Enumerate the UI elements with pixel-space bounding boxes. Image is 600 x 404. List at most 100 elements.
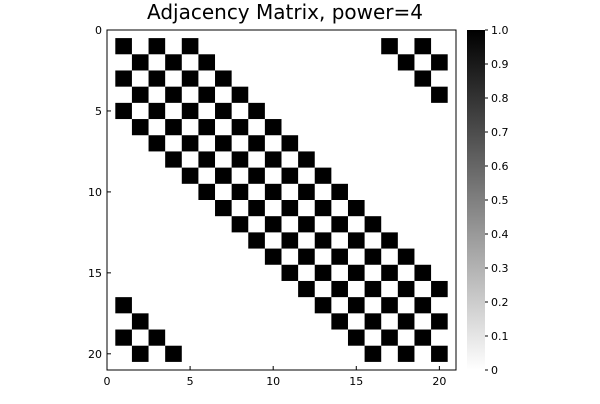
- matrix-cell: [165, 86, 182, 103]
- matrix-cell: [298, 280, 315, 298]
- x-axis: 0 5 10 15 20: [104, 366, 446, 388]
- matrix-cell: [198, 151, 216, 168]
- matrix-cell: [231, 119, 249, 136]
- matrix-cell: [397, 313, 415, 330]
- matrix-cell: [364, 248, 382, 265]
- matrix-cell: [215, 70, 232, 87]
- matrix-cell: [347, 264, 365, 281]
- matrix-cell: [115, 102, 132, 120]
- matrix-cell: [215, 200, 232, 217]
- matrix-cell: [431, 86, 448, 103]
- matrix-cell: [397, 54, 415, 71]
- matrix-cell: [115, 70, 132, 87]
- matrix-cell: [181, 70, 199, 87]
- y-axis: 0 5 10 15 20: [88, 24, 111, 361]
- matrix-cell: [281, 232, 299, 249]
- matrix-cell: [347, 232, 365, 249]
- matrix-cell: [331, 248, 348, 265]
- matrix-cell: [231, 216, 249, 233]
- matrix-cell: [281, 135, 299, 152]
- colorbar-gradient: [467, 30, 485, 370]
- matrix-cell: [248, 102, 265, 120]
- matrix-cell: [414, 38, 432, 55]
- matrix-cell: [248, 200, 265, 217]
- matrix-cell: [381, 329, 398, 346]
- matrix-cell: [181, 135, 199, 152]
- matrix-cell: [331, 280, 348, 298]
- matrix-cell: [148, 38, 166, 55]
- matrix-cell: [231, 86, 249, 103]
- colorbar-tick-label: 0.5: [491, 194, 509, 207]
- matrix-cell: [298, 151, 315, 168]
- y-tick-label: 10: [88, 186, 102, 199]
- matrix-cell: [215, 135, 232, 152]
- y-tick-label: 0: [95, 24, 102, 37]
- x-tick-label: 20: [432, 375, 446, 388]
- matrix-cell: [165, 151, 182, 168]
- matrix-cell: [248, 167, 265, 184]
- matrix-cell: [131, 54, 149, 71]
- matrix-cell: [314, 232, 332, 249]
- matrix-cell: [264, 216, 282, 233]
- matrix-cell: [431, 54, 448, 71]
- matrix-cell: [331, 313, 348, 330]
- matrix-cell: [115, 38, 132, 55]
- matrix-cell: [364, 280, 382, 298]
- matrix-cell: [298, 248, 315, 265]
- colorbar-tick-label: 0.1: [491, 330, 509, 343]
- matrix-cell: [231, 151, 249, 168]
- colorbar-tick-label: 0.3: [491, 262, 509, 275]
- y-tick-label: 5: [95, 105, 102, 118]
- matrix-cell: [397, 280, 415, 298]
- matrix-cell: [264, 151, 282, 168]
- matrix-cell: [364, 345, 382, 362]
- x-tick-label: 15: [349, 375, 363, 388]
- matrix-cell: [165, 54, 182, 71]
- matrix-cell: [198, 119, 216, 136]
- matrix-cell: [264, 119, 282, 136]
- matrix-cell: [347, 200, 365, 217]
- matrix-cell: [314, 200, 332, 217]
- matrix-cell: [314, 264, 332, 281]
- matrix-cell: [148, 329, 166, 346]
- colorbar-tick-label: 0.7: [491, 126, 509, 139]
- matrix-cell: [115, 329, 132, 346]
- matrix-cell: [281, 264, 299, 281]
- colorbar-tick-label: 0.8: [491, 92, 509, 105]
- y-tick-label: 20: [88, 348, 102, 361]
- matrix-cell: [331, 183, 348, 200]
- matrix-cell: [347, 297, 365, 314]
- matrix-cell: [181, 167, 199, 184]
- colorbar-tick-label: 0.9: [491, 58, 509, 71]
- matrix-cell: [314, 167, 332, 184]
- matrix-cell: [381, 264, 398, 281]
- colorbar-tick-label: 0.6: [491, 160, 509, 173]
- matrix-cell: [148, 135, 166, 152]
- matrix-cell: [298, 183, 315, 200]
- matrix-cell: [414, 264, 432, 281]
- matrix-cell: [215, 167, 232, 184]
- matrix-cell: [198, 54, 216, 71]
- matrix-cell: [165, 119, 182, 136]
- matrix-cell: [215, 102, 232, 120]
- colorbar-tick-label: 0.4: [491, 228, 509, 241]
- matrix-cell: [431, 345, 448, 362]
- matrix-cell: [298, 216, 315, 233]
- y-tick-label: 15: [88, 267, 102, 280]
- matrix-cell: [131, 313, 149, 330]
- matrix-cell: [431, 313, 448, 330]
- matrix-cell: [414, 329, 432, 346]
- x-tick-label: 5: [187, 375, 194, 388]
- matrix-cell: [281, 167, 299, 184]
- x-tick-label: 0: [104, 375, 111, 388]
- colorbar-tick-label: 0.2: [491, 296, 509, 309]
- matrix-cell: [414, 70, 432, 87]
- colorbar-tick-label: 1.0: [491, 24, 509, 37]
- matrix-cell: [281, 200, 299, 217]
- matrix-cell: [198, 183, 216, 200]
- matrix-cell: [381, 38, 398, 55]
- matrix-cell: [181, 38, 199, 55]
- matrix-cell: [248, 135, 265, 152]
